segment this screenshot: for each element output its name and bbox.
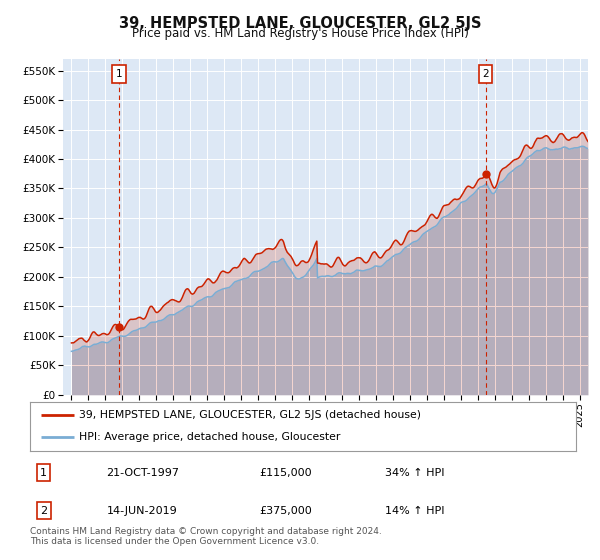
Text: Price paid vs. HM Land Registry's House Price Index (HPI): Price paid vs. HM Land Registry's House … [131, 27, 469, 40]
Text: 2: 2 [40, 506, 47, 516]
Text: 14-JUN-2019: 14-JUN-2019 [106, 506, 177, 516]
Text: 39, HEMPSTED LANE, GLOUCESTER, GL2 5JS (detached house): 39, HEMPSTED LANE, GLOUCESTER, GL2 5JS (… [79, 410, 421, 420]
Text: 1: 1 [116, 69, 122, 79]
Text: 39, HEMPSTED LANE, GLOUCESTER, GL2 5JS: 39, HEMPSTED LANE, GLOUCESTER, GL2 5JS [119, 16, 481, 31]
Text: Contains HM Land Registry data © Crown copyright and database right 2024.
This d: Contains HM Land Registry data © Crown c… [30, 527, 382, 547]
Text: HPI: Average price, detached house, Gloucester: HPI: Average price, detached house, Glou… [79, 432, 341, 442]
Text: £115,000: £115,000 [259, 468, 312, 478]
Text: 21-OCT-1997: 21-OCT-1997 [106, 468, 179, 478]
Text: 34% ↑ HPI: 34% ↑ HPI [385, 468, 445, 478]
Text: 1: 1 [40, 468, 47, 478]
Text: 2: 2 [482, 69, 489, 79]
Text: £375,000: £375,000 [259, 506, 312, 516]
Text: 14% ↑ HPI: 14% ↑ HPI [385, 506, 445, 516]
